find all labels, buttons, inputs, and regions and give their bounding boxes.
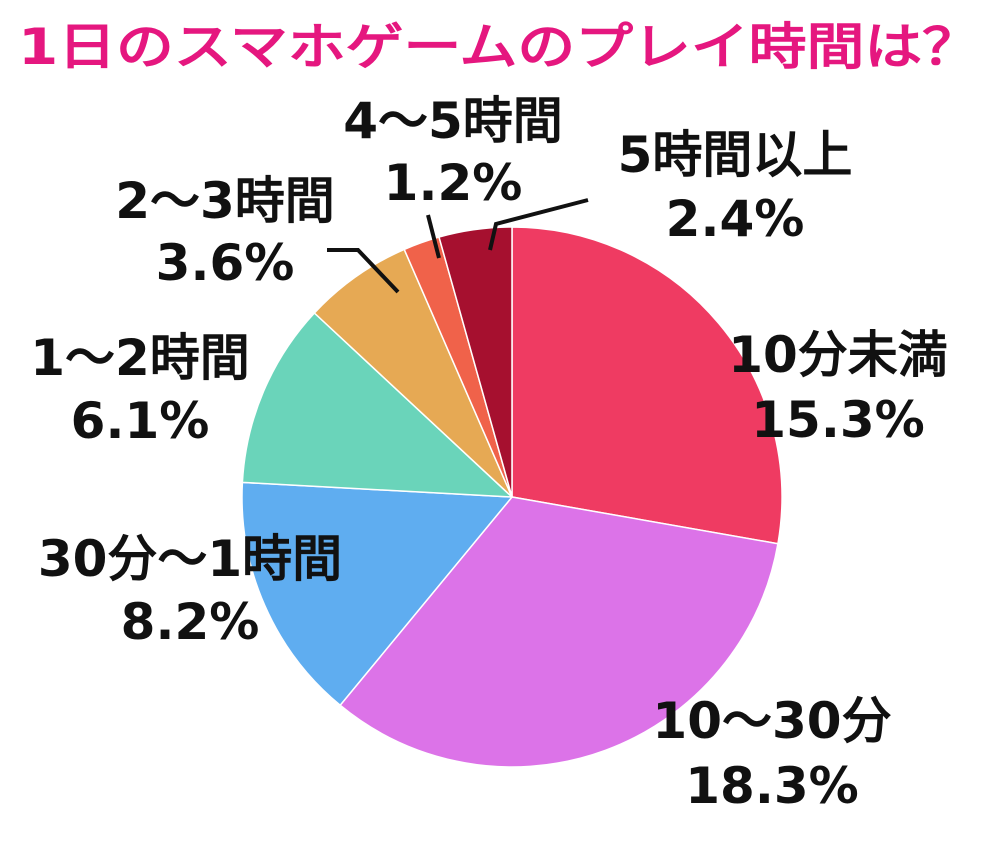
pie-slice <box>241 311 515 498</box>
pie-slice <box>438 226 513 498</box>
slice-category-label: 10分未満 <box>728 326 948 384</box>
pie-slices <box>241 226 783 768</box>
slice-value-label: 15.3% <box>751 391 924 449</box>
slice-category-label: 2〜3時間 <box>115 172 335 230</box>
slice-value-label: 8.2% <box>121 593 260 651</box>
slice-category-label: 4〜5時間 <box>343 92 563 150</box>
slice-value-label: 6.1% <box>71 392 210 450</box>
leader-lines <box>327 198 589 294</box>
pie-slice <box>511 226 783 545</box>
slice-value-label: 3.6% <box>156 234 295 292</box>
pie-slice <box>241 481 514 707</box>
leader-line <box>488 198 589 251</box>
slice-category-label: 10〜30分 <box>652 692 891 750</box>
slice-value-label: 1.2% <box>384 154 523 212</box>
leader-line <box>426 214 441 259</box>
leader-line <box>327 248 400 294</box>
slice-value-label: 2.4% <box>666 190 805 248</box>
slice-value-label: 18.3% <box>685 757 858 815</box>
pie-slice <box>313 248 513 498</box>
pie-slice <box>339 496 779 768</box>
slice-category-label: 30分〜1時間 <box>38 530 342 588</box>
chart-title: 1日のスマホゲームのプレイ時間は？ <box>18 18 980 76</box>
slice-category-label: 1〜2時間 <box>30 329 250 387</box>
slice-category-label: 5時間以上 <box>618 126 853 184</box>
